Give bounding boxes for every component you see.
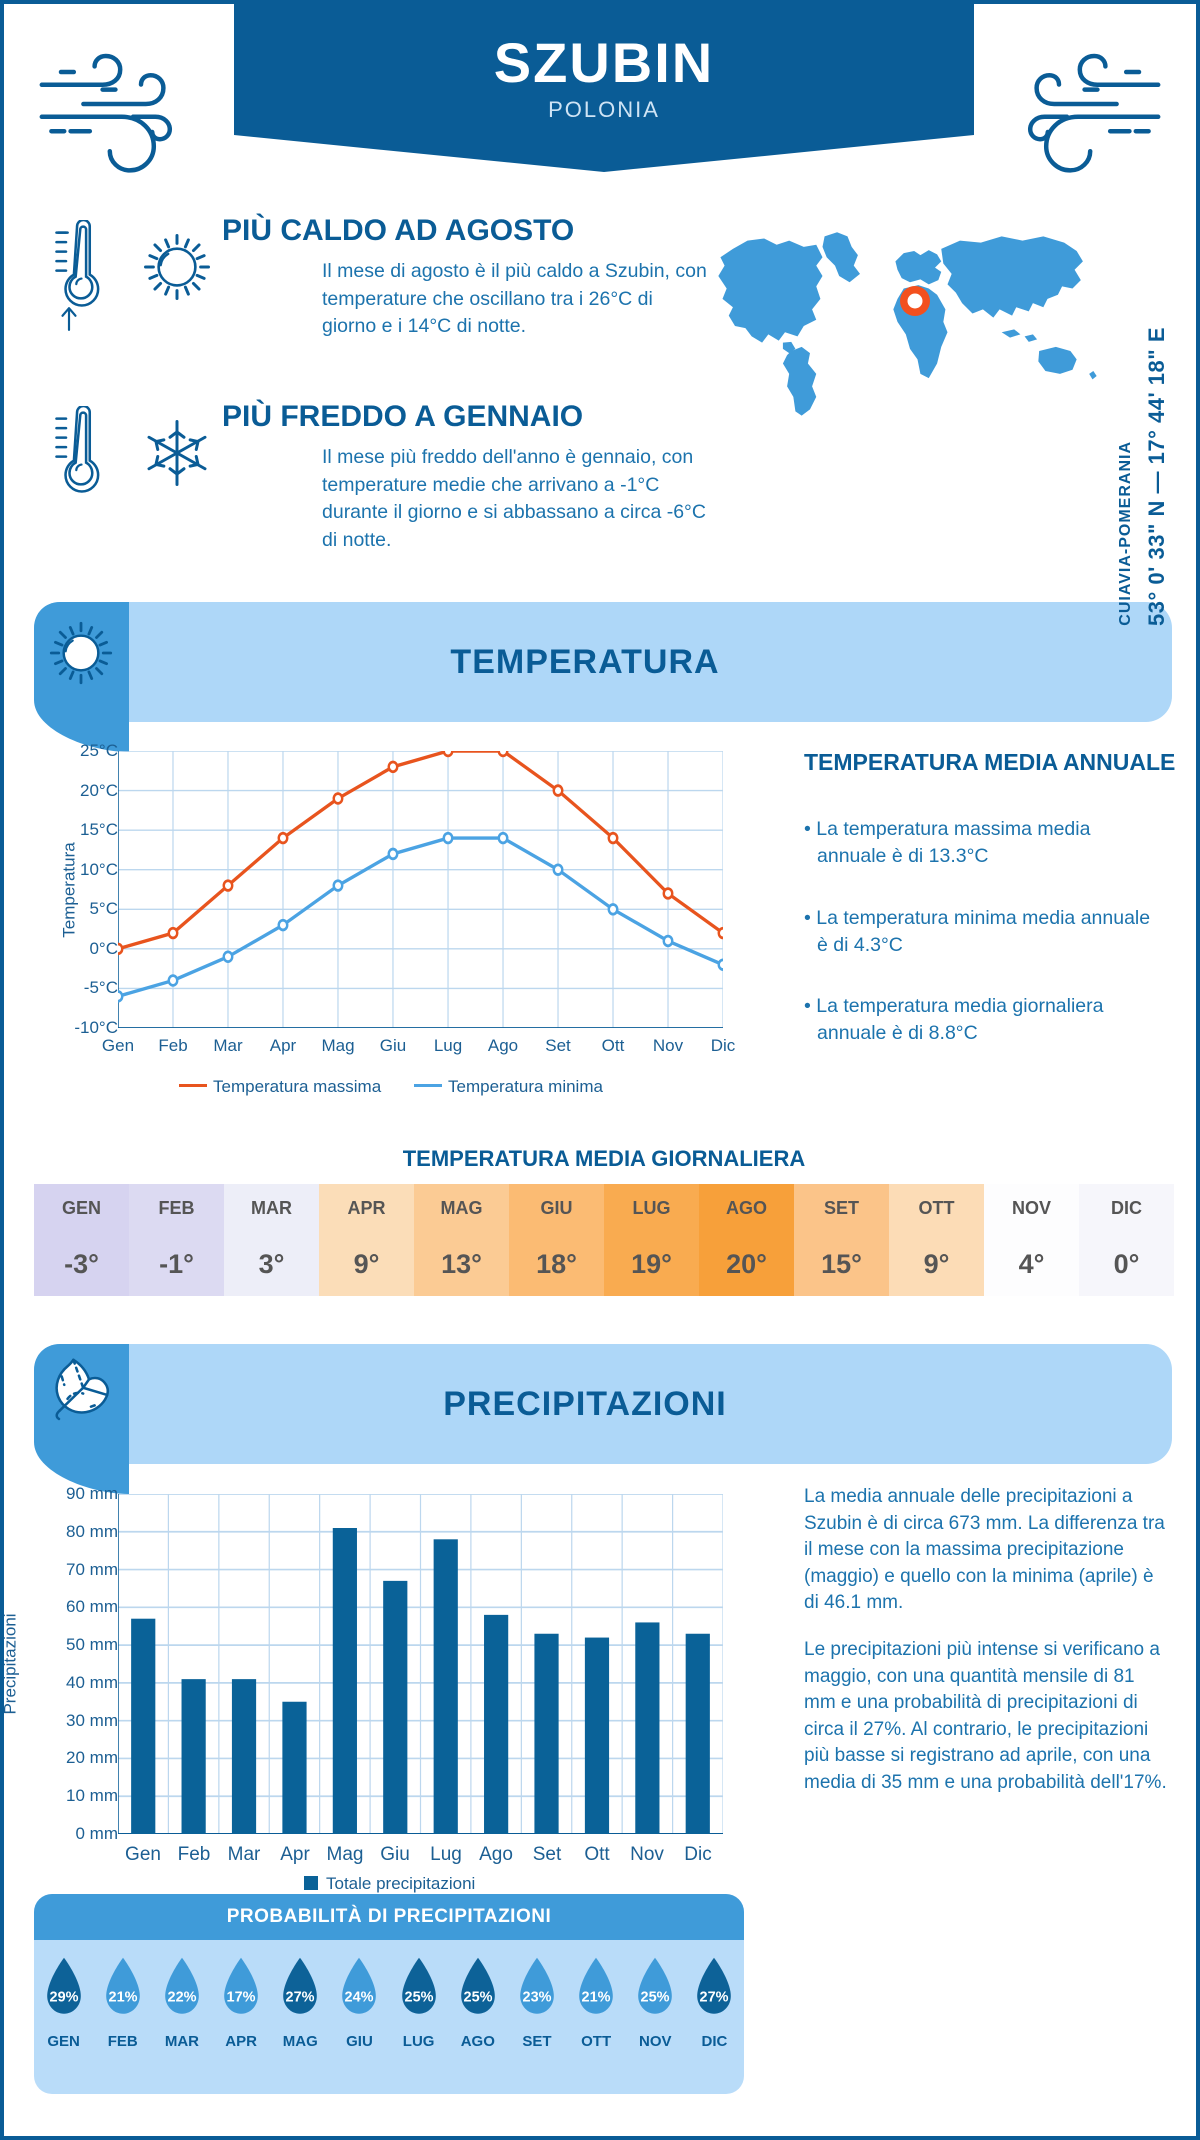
svg-text:21%: 21%: [582, 1990, 611, 2006]
svg-text:25%: 25%: [641, 1990, 670, 2006]
svg-text:22%: 22%: [167, 1990, 196, 2006]
svg-text:25%: 25%: [463, 1990, 492, 2006]
svg-text:27%: 27%: [700, 1990, 729, 2006]
svg-text:17%: 17%: [227, 1990, 256, 2006]
svg-text:25%: 25%: [404, 1990, 433, 2006]
svg-text:29%: 29%: [49, 1990, 78, 2006]
svg-text:27%: 27%: [286, 1990, 315, 2006]
svg-text:21%: 21%: [108, 1990, 137, 2006]
svg-text:23%: 23%: [522, 1990, 551, 2006]
svg-text:24%: 24%: [345, 1990, 374, 2006]
